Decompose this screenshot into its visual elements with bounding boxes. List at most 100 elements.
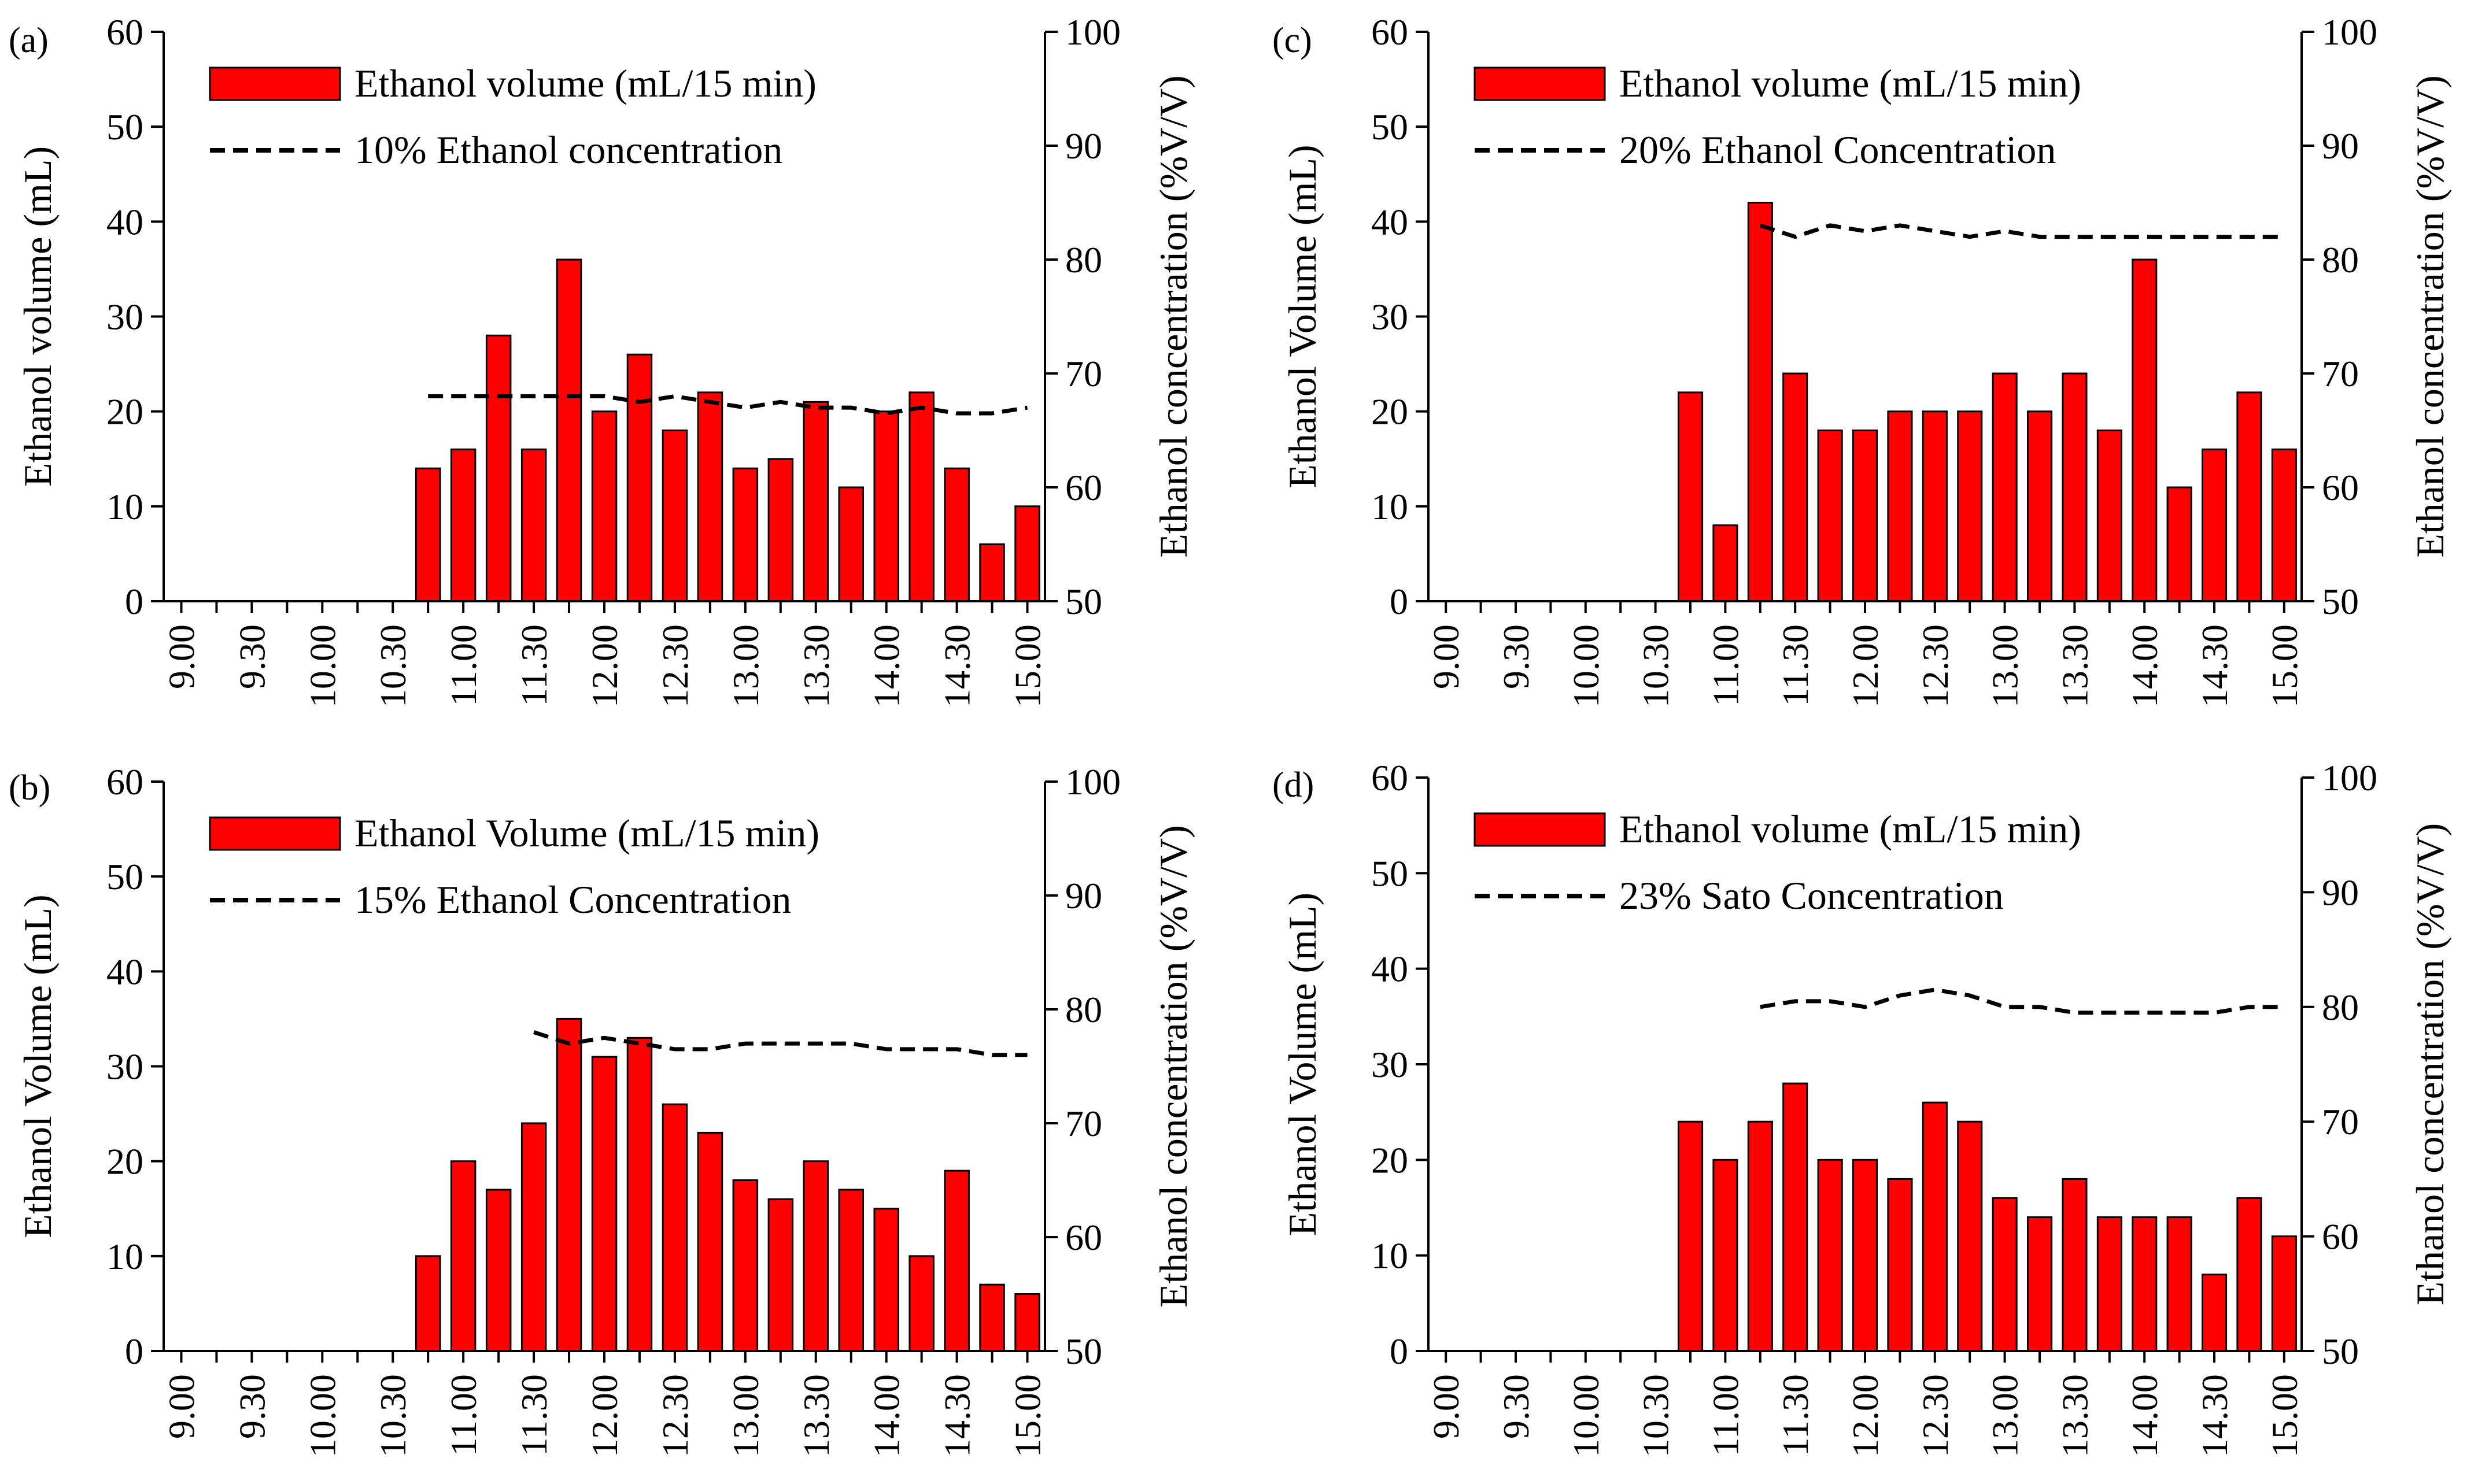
x-tick-label: 12.00 bbox=[1845, 1374, 1886, 1457]
bar bbox=[520, 1122, 547, 1352]
y-tick-label: 20 bbox=[106, 391, 143, 432]
y-tick-label: 10 bbox=[1371, 486, 1408, 527]
y-tick-label: 40 bbox=[106, 201, 143, 242]
y-tick-label: 0 bbox=[125, 1331, 143, 1372]
x-tick-label: 13.00 bbox=[1985, 624, 2026, 708]
y2-tick-label: 60 bbox=[1065, 467, 1102, 508]
y2-tick-label: 90 bbox=[2322, 125, 2359, 166]
y-tick-label: 30 bbox=[106, 297, 143, 338]
y2-tick-label: 60 bbox=[2322, 1216, 2359, 1257]
bar bbox=[2236, 391, 2262, 602]
bar bbox=[2271, 448, 2297, 602]
bar bbox=[944, 467, 970, 602]
y2-tick-label: 50 bbox=[1065, 581, 1102, 622]
x-tick-label: 11.00 bbox=[443, 1374, 484, 1456]
bar bbox=[1922, 410, 1948, 602]
x-tick-label: 12.00 bbox=[1845, 624, 1886, 708]
bar bbox=[2062, 1178, 2088, 1352]
y-tick-label: 0 bbox=[125, 581, 143, 622]
x-tick-label: 15.00 bbox=[1007, 624, 1048, 708]
x-tick-label: 10.30 bbox=[1635, 1374, 1676, 1457]
x-tick-label: 15.00 bbox=[1007, 1374, 1048, 1457]
x-tick-label: 9.00 bbox=[161, 624, 202, 689]
bar bbox=[2236, 1197, 2262, 1352]
x-tick-label: 13.00 bbox=[1985, 1374, 2026, 1457]
bar bbox=[1712, 1159, 1738, 1352]
x-tick-label: 11.30 bbox=[514, 1374, 555, 1456]
x-tick-label: 10.30 bbox=[1635, 624, 1676, 708]
legend-bar-label: Ethanol volume (mL/15 min) bbox=[1619, 61, 2081, 105]
bar bbox=[485, 1189, 512, 1352]
bar bbox=[1817, 430, 1843, 602]
bar bbox=[1782, 372, 1808, 602]
bar bbox=[1747, 1120, 1773, 1352]
bar bbox=[1922, 1101, 1948, 1352]
x-tick-label: 10.00 bbox=[1565, 624, 1607, 708]
bar bbox=[697, 1131, 723, 1352]
bar bbox=[556, 258, 582, 602]
x-tick-label: 13.30 bbox=[2054, 624, 2095, 708]
bar bbox=[873, 410, 899, 602]
bar bbox=[1852, 1159, 1878, 1352]
x-tick-label: 12.30 bbox=[655, 624, 696, 708]
bar bbox=[1678, 391, 1704, 602]
x-tick-label: 12.00 bbox=[584, 624, 625, 708]
x-tick-label: 11.30 bbox=[1775, 624, 1816, 706]
y-tick-label: 30 bbox=[106, 1046, 143, 1087]
bar bbox=[2096, 1216, 2122, 1352]
bar bbox=[591, 410, 618, 602]
y-tick-label: 10 bbox=[1371, 1235, 1408, 1276]
bar bbox=[415, 1255, 441, 1352]
bar bbox=[2202, 1274, 2228, 1352]
bar bbox=[1014, 1293, 1040, 1352]
y-tick-label: 50 bbox=[106, 106, 143, 147]
legend-bar-label: Ethanol Volume (mL/15 min) bbox=[354, 811, 819, 855]
y2-tick-label: 80 bbox=[1065, 989, 1102, 1030]
y-tick-label: 50 bbox=[1371, 106, 1408, 147]
y2-tick-label: 60 bbox=[2322, 467, 2359, 508]
legend-bar-swatch bbox=[209, 66, 341, 101]
x-tick-label: 11.00 bbox=[1705, 1374, 1746, 1456]
x-tick-label: 14.30 bbox=[2194, 624, 2235, 708]
bar bbox=[1852, 430, 1878, 602]
y-tick-label: 50 bbox=[1371, 853, 1408, 894]
x-tick-label: 12.30 bbox=[1915, 624, 1956, 708]
bar bbox=[1712, 524, 1738, 602]
bar bbox=[909, 391, 935, 602]
bar bbox=[626, 1037, 653, 1352]
bar bbox=[2166, 1216, 2192, 1352]
x-tick-label: 10.00 bbox=[302, 1374, 343, 1457]
bar bbox=[1992, 372, 2018, 602]
bar bbox=[2132, 258, 2158, 602]
legend-line-label: 20% Ethanol Concentration bbox=[1619, 128, 2056, 172]
bar bbox=[838, 486, 864, 602]
bar bbox=[1887, 1178, 1913, 1352]
x-tick-label: 14.00 bbox=[866, 624, 907, 708]
bar bbox=[1957, 410, 1983, 602]
y2-tick-label: 60 bbox=[1065, 1217, 1102, 1258]
y-tick-label: 40 bbox=[1371, 201, 1408, 242]
y-tick-label: 20 bbox=[1371, 391, 1408, 432]
x-tick-label: 12.30 bbox=[1915, 1374, 1956, 1457]
bar bbox=[873, 1208, 899, 1352]
y2-tick-label: 80 bbox=[2322, 987, 2359, 1028]
panel-label: (b) bbox=[9, 768, 50, 808]
bar bbox=[450, 448, 477, 602]
x-tick-label: 10.30 bbox=[372, 1374, 413, 1457]
bar bbox=[1747, 202, 1773, 602]
y-tick-label: 50 bbox=[106, 856, 143, 897]
x-tick-label: 14.30 bbox=[937, 624, 978, 708]
y-tick-label: 20 bbox=[1371, 1139, 1408, 1180]
chart-panel-d: (d) 0 10 20 30 40 50 60 50 60 70 80 90 100 9.00 9.30 10.… bbox=[1272, 757, 2452, 1457]
bar bbox=[1678, 1120, 1704, 1352]
bar bbox=[803, 401, 829, 602]
bar bbox=[591, 1056, 618, 1352]
y2-tick-label: 70 bbox=[1065, 353, 1102, 394]
y-tick-label: 30 bbox=[1371, 297, 1408, 338]
bar bbox=[838, 1189, 864, 1352]
legend-bar-swatch bbox=[209, 816, 341, 851]
x-tick-label: 13.30 bbox=[2054, 1374, 2095, 1457]
y-tick-label: 10 bbox=[106, 1236, 143, 1277]
y-tick-label: 30 bbox=[1371, 1044, 1408, 1085]
